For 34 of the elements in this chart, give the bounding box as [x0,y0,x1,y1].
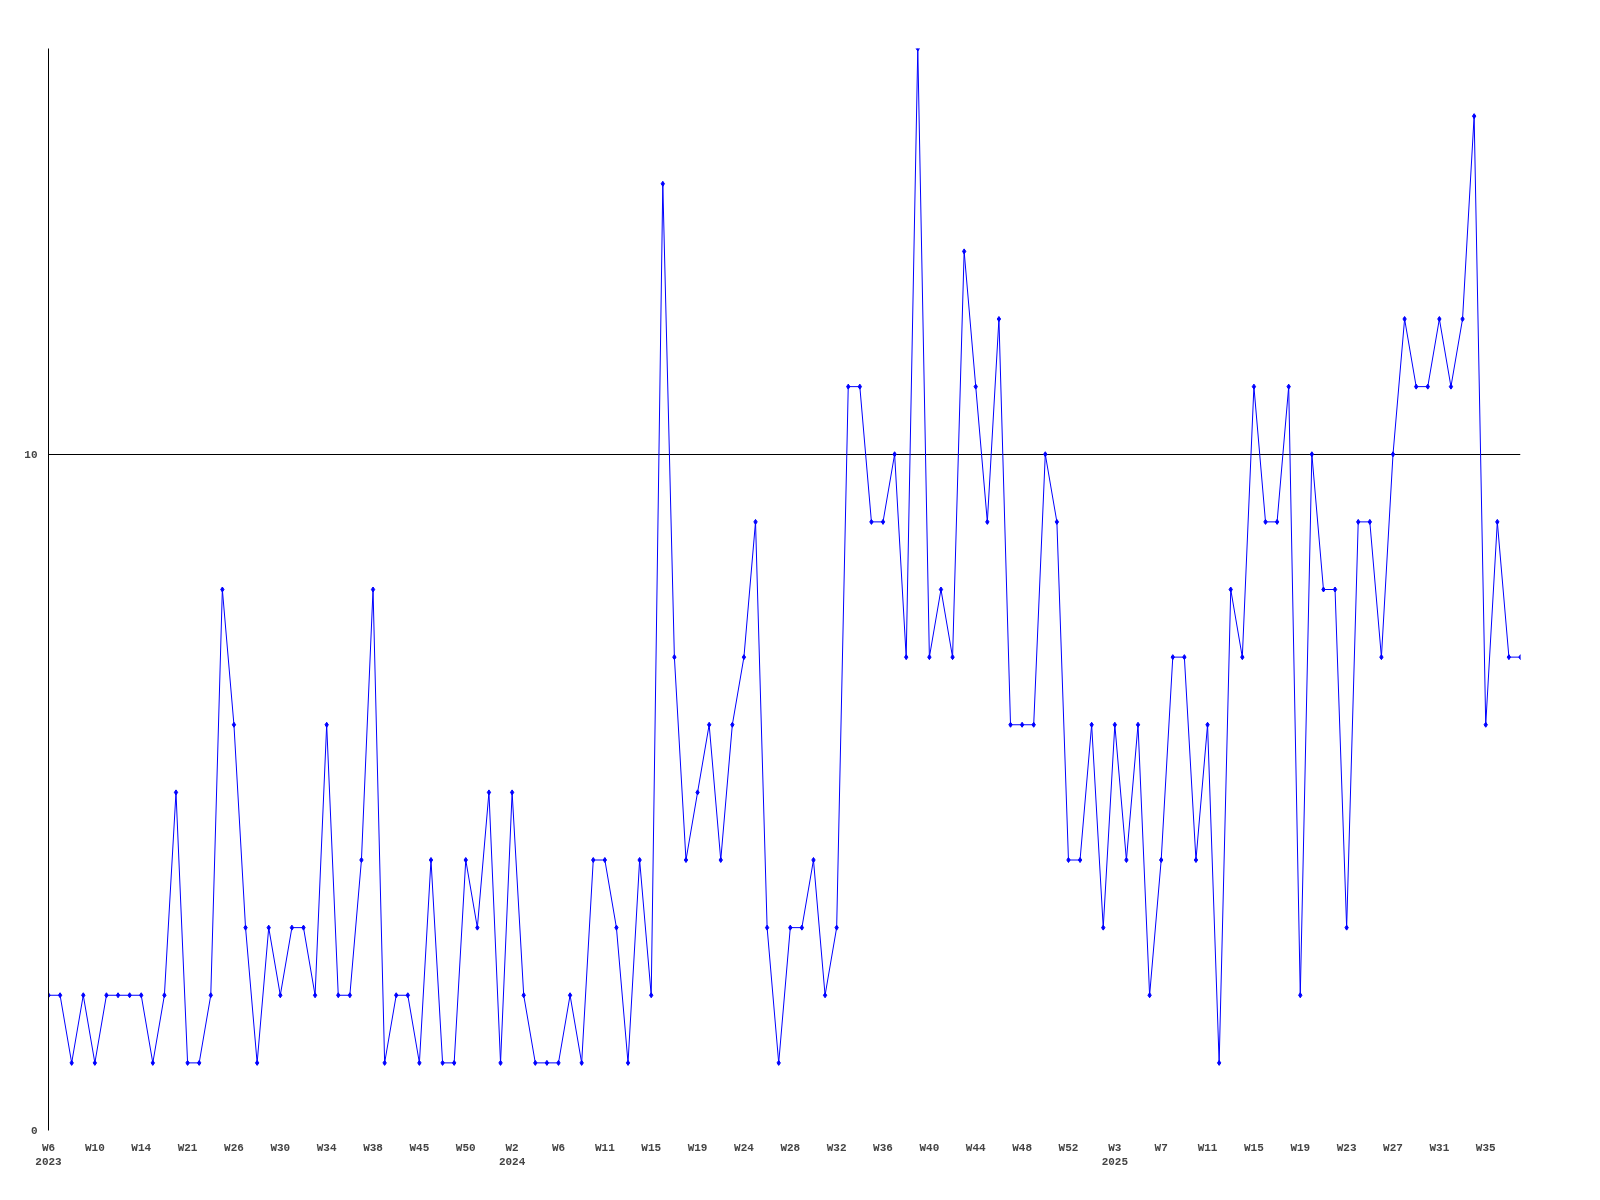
x-tick-label: W50 [455,1141,476,1154]
x-tick-label: W11 [1197,1141,1218,1154]
x-tick-label: W10 [84,1141,105,1154]
x-tick-label: W27 [1383,1141,1403,1154]
x-tick-label: W15 [1244,1141,1265,1154]
x-tick-label: W36 [873,1141,893,1154]
x-tick-label: W28 [780,1141,801,1154]
x-tick-label: W6 [551,1141,566,1154]
x-tick-label: W14 [131,1141,152,1154]
x-tick-label: W32 [826,1141,847,1154]
x-tick-label: W21 [177,1141,198,1154]
y-tick-label: 0 [30,1125,38,1137]
x-tick-label: W30 [270,1141,291,1154]
x-tick-label: W19 [687,1141,708,1154]
x-tick-label: W48 [1012,1141,1033,1154]
x-tick-label: W44 [965,1141,987,1154]
x-tick-label: W23 [1336,1141,1357,1154]
x-tick-label: W11 [594,1141,616,1154]
x-tick-label: W3 2025 [1101,1141,1129,1168]
x-tick-label: W15 [641,1141,662,1154]
x-tick-label: W34 [316,1141,337,1154]
x-tick-label: W40 [919,1141,940,1154]
x-tick-label: W31 [1429,1141,1450,1154]
x-tick-label: W6 2023 [35,1141,63,1168]
x-tick-label: W7 [1154,1141,1168,1154]
x-tick-label: W24 [734,1141,755,1154]
x-tick-label: W52 [1058,1141,1079,1154]
x-tick-label: W38 [363,1141,384,1154]
x-tick-label: W19 [1290,1141,1311,1154]
x-tick-label: W2 2024 [498,1141,526,1168]
y-tick-label: 10 [24,448,38,461]
x-tick-label: W35 [1475,1141,1497,1154]
x-tick-label: W26 [224,1141,244,1154]
x-tick-label: W45 [409,1141,430,1154]
